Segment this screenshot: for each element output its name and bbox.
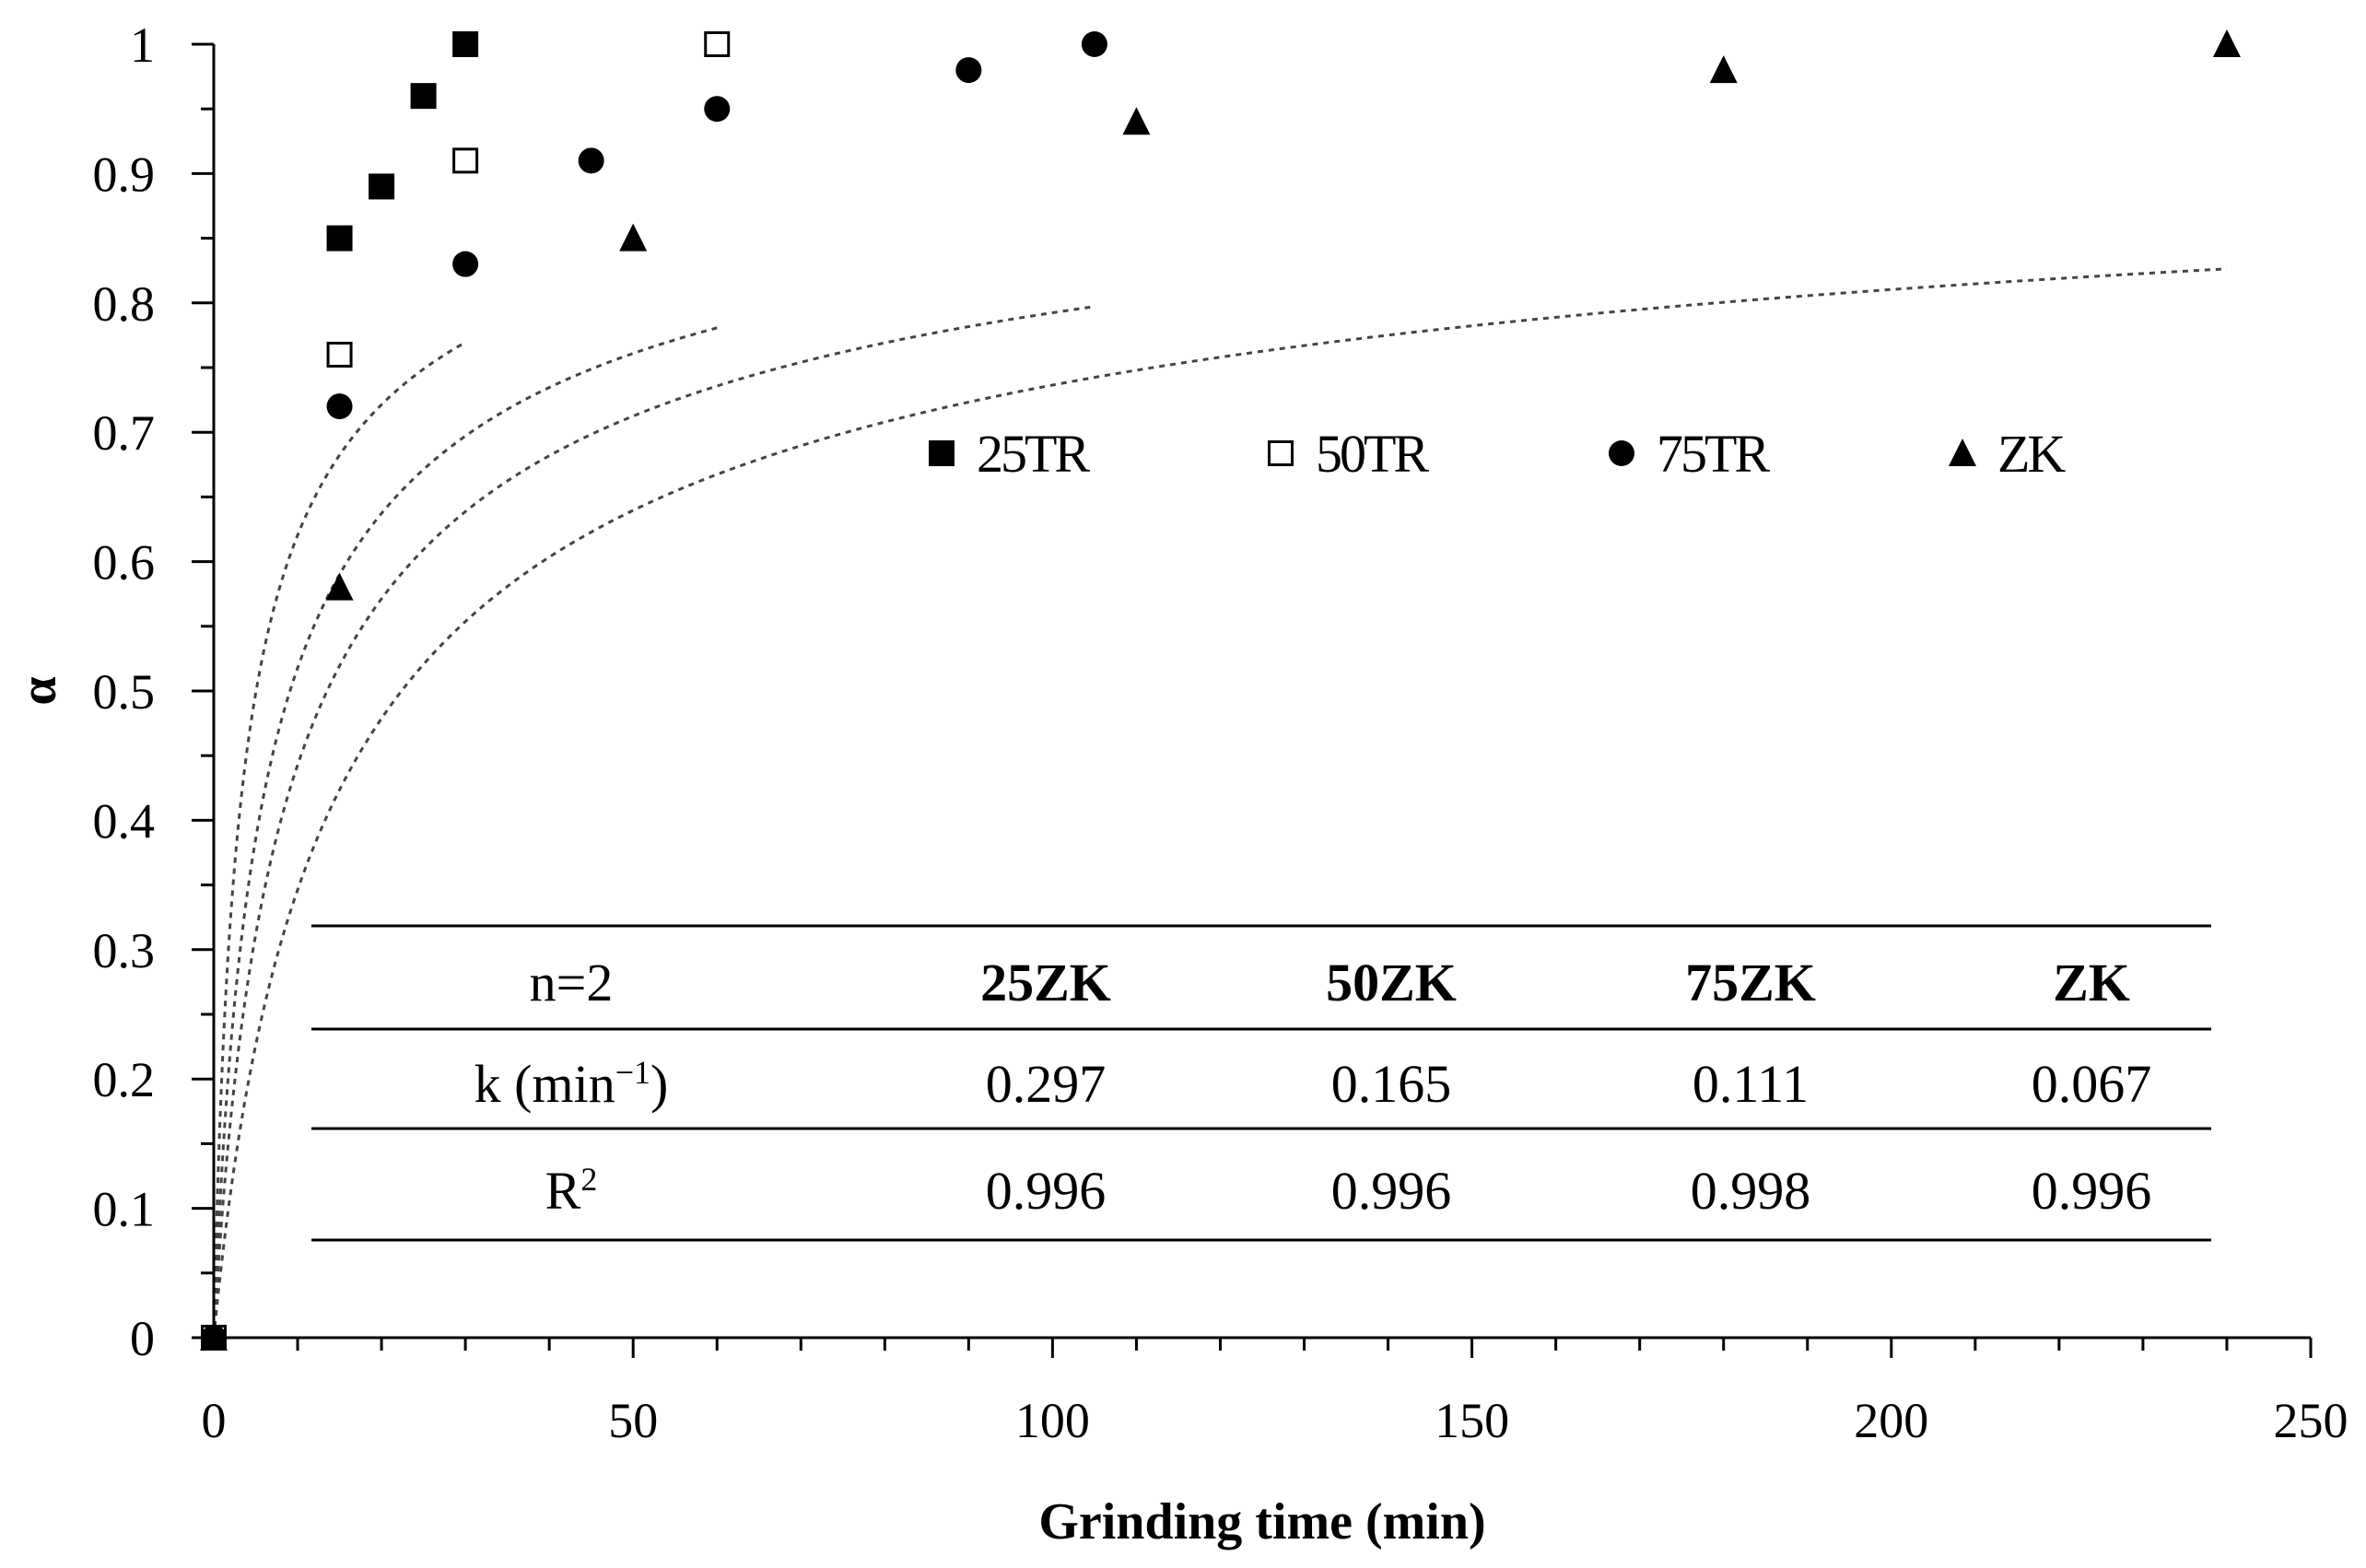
y-tick-label: 0.5: [93, 664, 156, 720]
legend: 25TR 50TR 75TR ZK: [929, 424, 2068, 484]
table-cell: 0.996: [986, 1161, 1107, 1221]
table-cell: 0.996: [2032, 1161, 2152, 1221]
data-point-50tr: [704, 31, 731, 57]
legend-label-75tr: 75TR: [1657, 424, 1770, 484]
data-point-75tr: [1081, 31, 1107, 57]
x-ticks: 0 50 100 150 200 250: [202, 1338, 2348, 1448]
y-tick-label: 0.8: [93, 276, 156, 332]
table-row-label: k (min−1): [474, 1054, 669, 1114]
data-point-75tr: [452, 251, 479, 277]
legend-label-50tr: 50TR: [1316, 424, 1429, 484]
data-point-25tr: [410, 83, 437, 110]
data-point-25tr: [369, 173, 395, 200]
data-point-25tr: [326, 225, 353, 252]
data-point-zk: [1122, 107, 1151, 135]
data-point-50tr: [452, 147, 479, 174]
parameter-table: n=2 25ZK 50ZK 75ZK ZK k (min−1) 0.297 0.165 0.11…: [311, 924, 2211, 1242]
legend-label-zk: ZK: [1997, 424, 2066, 484]
legend-marker-25tr: [929, 440, 955, 466]
data-point-75tr: [704, 96, 731, 123]
table-header-cell: 50ZK: [1326, 953, 1457, 1012]
data-points: [200, 29, 2241, 1351]
data-point-zk: [2212, 29, 2241, 57]
table-header-label: n=2: [530, 953, 614, 1012]
legend-label-25tr: 25TR: [977, 424, 1090, 484]
y-tick-label: 0.7: [93, 405, 156, 461]
data-point-zk: [200, 1323, 228, 1351]
y-tick-label: 1: [130, 18, 155, 73]
y-tick-label: 0.9: [93, 146, 156, 202]
fit-curve-50tr: [212, 326, 718, 1338]
table-row-label: R2: [545, 1161, 598, 1221]
x-tick-label: 100: [1015, 1393, 1090, 1448]
data-point-75tr: [955, 57, 982, 84]
x-tick-label: 0: [202, 1393, 227, 1448]
y-tick-label: 0.2: [93, 1052, 156, 1107]
table-header-cell: 75ZK: [1685, 953, 1816, 1012]
x-tick-label: 200: [1854, 1393, 1928, 1448]
table-row-label-main: k (min: [474, 1054, 615, 1114]
table-row-label-main: R: [545, 1161, 581, 1221]
y-tick-label: 0.3: [93, 923, 156, 978]
data-point-zk: [619, 223, 648, 252]
fit-curve-zk: [212, 267, 2228, 1339]
table-row-label-sup: 2: [580, 1161, 597, 1198]
table-cell: 0.165: [1331, 1054, 1452, 1114]
y-tick-label: 0.4: [93, 793, 156, 848]
table-row-label-suffix: ): [650, 1054, 668, 1114]
legend-marker-zk: [1949, 439, 1976, 466]
x-tick-label: 150: [1435, 1393, 1509, 1448]
y-tick-label: 0: [130, 1311, 155, 1366]
data-point-75tr: [326, 393, 353, 420]
table-cell: 0.067: [2032, 1054, 2152, 1114]
axes: [212, 44, 2311, 1340]
fit-curves: [212, 267, 2228, 1339]
fit-curve-75tr: [212, 305, 1095, 1339]
table-cell: 0.297: [986, 1054, 1107, 1114]
table-row-label-sup: −1: [615, 1054, 650, 1091]
table-cell: 0.996: [1331, 1161, 1452, 1221]
legend-marker-75tr: [1609, 440, 1634, 466]
data-point-zk: [325, 572, 354, 601]
data-point-75tr: [578, 147, 604, 174]
data-point-50tr: [326, 341, 353, 368]
x-tick-label: 250: [2274, 1393, 2348, 1448]
y-axis-title: α: [10, 676, 67, 705]
table-cell: 0.998: [1691, 1161, 1811, 1221]
y-tick-label: 0.1: [93, 1182, 156, 1237]
y-tick-label: 0.6: [93, 535, 156, 591]
legend-marker-50tr: [1268, 440, 1294, 466]
x-axis-title: Grinding time (min): [1038, 1493, 1485, 1550]
table-cell: 0.111: [1693, 1054, 1809, 1114]
data-point-zk: [1709, 55, 1738, 84]
y-ticks: 0 0.1 0.2 0.3 0.4 0.5 0.6 0.7 0.8 0.9 1: [93, 18, 214, 1366]
table-header-cell: ZK: [2053, 953, 2130, 1012]
x-tick-label: 50: [608, 1393, 658, 1448]
data-point-25tr: [452, 31, 479, 57]
fit-curve-25tr: [212, 341, 466, 1338]
table-header-cell: 25ZK: [980, 953, 1111, 1012]
